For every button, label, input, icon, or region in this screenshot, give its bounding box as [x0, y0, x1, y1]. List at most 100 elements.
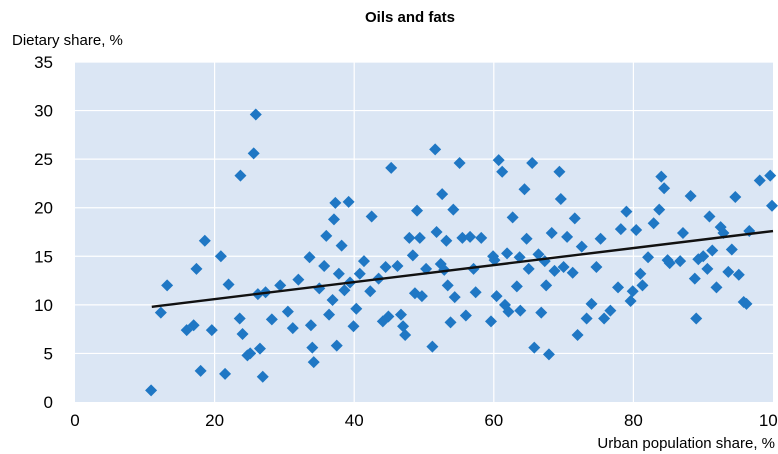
- data-point: [320, 229, 333, 242]
- data-point: [642, 251, 655, 264]
- data-point: [187, 319, 200, 332]
- data-point: [703, 210, 716, 223]
- x-tick-label: 60: [484, 411, 503, 430]
- data-point: [194, 364, 207, 377]
- data-point: [249, 108, 262, 121]
- data-point: [612, 281, 625, 294]
- data-point: [198, 234, 211, 247]
- data-point: [190, 262, 203, 275]
- data-point: [490, 290, 503, 303]
- data-point: [411, 204, 424, 217]
- data-point: [406, 249, 419, 262]
- data-point: [566, 266, 579, 279]
- y-tick-label: 5: [44, 344, 53, 363]
- data-point: [522, 262, 535, 275]
- data-point: [274, 279, 287, 292]
- data-point: [448, 291, 461, 304]
- data-point: [382, 310, 395, 323]
- data-point: [548, 264, 561, 277]
- data-point: [145, 384, 158, 397]
- data-point: [444, 316, 457, 329]
- data-point: [253, 342, 266, 355]
- data-point: [426, 340, 439, 353]
- data-point: [453, 157, 466, 170]
- y-tick-label: 35: [34, 53, 53, 72]
- data-point: [732, 268, 745, 281]
- data-point: [634, 267, 647, 280]
- data-point: [510, 280, 523, 293]
- data-point: [653, 203, 666, 216]
- data-point: [338, 284, 351, 297]
- data-point: [485, 315, 498, 328]
- data-point: [740, 297, 753, 310]
- data-point: [706, 244, 719, 257]
- data-point: [535, 306, 548, 319]
- data-point: [335, 239, 348, 252]
- data-point: [614, 223, 627, 236]
- data-point: [492, 154, 505, 167]
- data-point: [571, 328, 584, 341]
- data-point: [281, 305, 294, 318]
- y-tick-label: 30: [34, 102, 53, 121]
- data-point: [459, 309, 472, 322]
- data-point: [575, 240, 588, 253]
- data-point: [429, 143, 442, 156]
- data-point: [764, 169, 777, 182]
- data-point: [353, 267, 366, 280]
- data-point: [161, 279, 174, 292]
- data-point: [413, 231, 426, 244]
- data-point: [256, 370, 269, 383]
- data-point: [332, 267, 345, 280]
- data-point: [585, 297, 598, 310]
- data-point: [234, 169, 247, 182]
- data-point: [663, 257, 676, 270]
- data-point: [513, 251, 526, 264]
- data-point: [205, 324, 218, 337]
- data-point: [469, 286, 482, 299]
- data-point: [415, 290, 428, 303]
- plot-background: [75, 62, 773, 402]
- data-point: [506, 211, 519, 224]
- data-point: [318, 260, 331, 272]
- data-point: [219, 367, 232, 380]
- chart-title: Oils and fats: [365, 9, 455, 26]
- y-axis-label: Dietary share, %: [12, 32, 123, 49]
- data-point: [430, 226, 443, 238]
- data-point: [501, 247, 514, 260]
- data-point: [725, 243, 738, 256]
- data-point: [438, 263, 451, 276]
- data-point: [391, 260, 404, 272]
- data-point: [684, 190, 697, 203]
- x-tick-label: 20: [205, 411, 224, 430]
- data-point: [247, 147, 260, 160]
- data-points: [145, 108, 778, 397]
- data-point: [286, 322, 299, 335]
- data-point: [436, 188, 449, 201]
- data-point: [379, 260, 392, 273]
- y-tick-label: 10: [34, 296, 53, 315]
- data-point: [620, 205, 633, 218]
- data-point: [327, 213, 340, 226]
- data-point: [347, 320, 360, 333]
- data-point: [647, 217, 660, 230]
- data-point: [701, 262, 714, 275]
- data-point: [598, 312, 611, 325]
- y-tick-label: 25: [34, 150, 53, 169]
- data-point: [729, 191, 742, 204]
- data-point: [342, 195, 355, 208]
- x-tick-label: 100: [759, 411, 778, 430]
- data-point: [323, 308, 336, 321]
- data-point: [520, 232, 533, 245]
- data-point: [447, 203, 460, 216]
- x-tick-label: 0: [70, 411, 79, 430]
- data-point: [514, 304, 527, 317]
- data-point: [568, 212, 581, 225]
- data-point: [528, 341, 541, 354]
- data-point: [554, 192, 567, 205]
- data-point: [630, 224, 643, 237]
- data-point: [690, 312, 703, 325]
- y-axis-ticks: 0 5 10 15 20 25 30 35: [34, 53, 53, 412]
- y-tick-label: 20: [34, 199, 53, 218]
- data-point: [456, 231, 469, 244]
- y-tick-label: 15: [34, 247, 53, 266]
